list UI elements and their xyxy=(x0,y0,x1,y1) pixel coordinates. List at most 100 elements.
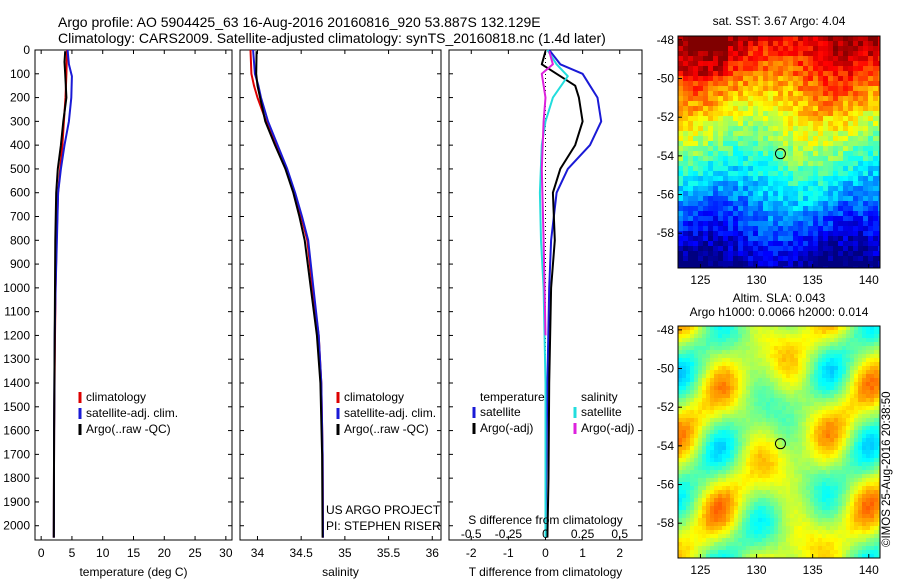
sla-cell xyxy=(818,410,823,415)
sla-cell xyxy=(746,494,751,499)
sst-cell xyxy=(718,36,724,42)
sst-cell xyxy=(718,236,724,242)
sla-cell xyxy=(778,530,783,535)
sla-cell xyxy=(726,542,731,547)
sla-cell xyxy=(834,378,839,383)
sla-cell xyxy=(766,494,771,499)
sst-cell xyxy=(748,206,754,212)
sst-cell xyxy=(693,166,699,172)
sla-cell xyxy=(790,494,795,499)
sst-cell xyxy=(798,261,804,267)
sla-cell xyxy=(830,374,835,379)
sla-cell xyxy=(758,462,763,467)
sst-cell xyxy=(828,151,834,157)
sst-cell xyxy=(838,181,844,187)
sst-cell xyxy=(828,41,834,47)
sla-cell xyxy=(862,486,867,491)
sst-cell xyxy=(783,226,789,232)
sla-cell xyxy=(686,422,691,427)
sst-cell xyxy=(743,216,749,222)
sla-cell xyxy=(874,334,879,339)
sla-cell xyxy=(778,466,783,471)
sla-cell xyxy=(770,362,775,367)
sla-cell xyxy=(834,426,839,431)
sla-cell xyxy=(774,398,779,403)
sla-cell xyxy=(746,462,751,467)
sla-cell xyxy=(686,338,691,343)
sst-cell xyxy=(693,201,699,207)
sla-cell xyxy=(762,450,767,455)
sst-cell xyxy=(828,61,834,67)
sst-cell xyxy=(863,216,869,222)
sla-cell xyxy=(878,378,880,383)
sst-cell xyxy=(863,86,869,92)
sla-cell xyxy=(806,534,811,539)
sst-cell xyxy=(863,41,869,47)
sla-cell xyxy=(846,338,851,343)
sla-cell xyxy=(766,482,771,487)
sst-cell xyxy=(753,171,759,177)
sst-cell xyxy=(783,206,789,212)
sla-cell xyxy=(766,474,771,479)
sla-cell xyxy=(806,410,811,415)
sst-cell xyxy=(738,216,744,222)
sla-cell xyxy=(710,438,715,443)
sla-cell xyxy=(742,530,747,535)
sla-cell xyxy=(714,410,719,415)
sla-cell xyxy=(714,330,719,335)
sla-cell xyxy=(754,490,759,495)
sst-cell xyxy=(853,76,859,82)
sst-cell xyxy=(738,186,744,192)
sla-cell xyxy=(682,478,687,483)
sla-cell xyxy=(854,530,859,535)
sla-cell xyxy=(834,450,839,455)
sst-cell xyxy=(693,101,699,107)
sla-cell xyxy=(802,398,807,403)
sla-cell xyxy=(842,350,847,355)
sst-cell xyxy=(738,266,744,268)
sla-cell xyxy=(730,538,735,543)
sla-cell xyxy=(738,470,743,475)
sla-cell xyxy=(834,454,839,459)
sla-cell xyxy=(710,490,715,495)
sla-cell xyxy=(790,474,795,479)
sla-cell xyxy=(710,530,715,535)
sla-cell xyxy=(870,462,875,467)
sla-cell xyxy=(730,422,735,427)
sst-cell xyxy=(813,126,819,132)
sla-cell xyxy=(742,506,747,511)
sst-cell xyxy=(848,241,854,247)
sla-cell xyxy=(834,330,839,335)
sla-cell xyxy=(722,350,727,355)
sla-cell xyxy=(790,422,795,427)
sla-cell xyxy=(858,522,863,527)
sst-cell xyxy=(873,266,879,268)
sst-cell xyxy=(728,226,734,232)
sla-cell xyxy=(730,426,735,431)
sla-cell xyxy=(818,518,823,523)
sst-cell xyxy=(788,216,794,222)
sla-cell xyxy=(842,482,847,487)
sst-cell xyxy=(703,226,709,232)
sst-cell xyxy=(783,126,789,132)
sst-cell xyxy=(753,46,759,52)
sla-cell xyxy=(870,390,875,395)
sla-cell xyxy=(854,430,859,435)
sla-cell xyxy=(726,490,731,495)
sla-cell xyxy=(878,330,880,335)
sst-cell xyxy=(808,46,814,52)
sla-cell xyxy=(790,538,795,543)
sla-cell xyxy=(702,426,707,431)
sst-cell xyxy=(843,46,849,52)
sla-cell xyxy=(774,422,779,427)
sst-cell xyxy=(818,81,824,87)
sla-cell xyxy=(826,342,831,347)
sla-cell xyxy=(802,530,807,535)
sla-cell xyxy=(778,522,783,527)
sla-cell xyxy=(726,406,731,411)
sst-cell xyxy=(678,176,684,182)
sla-cell xyxy=(854,466,859,471)
sla-cell xyxy=(842,510,847,515)
sla-cell xyxy=(742,478,747,483)
sla-cell xyxy=(786,518,791,523)
